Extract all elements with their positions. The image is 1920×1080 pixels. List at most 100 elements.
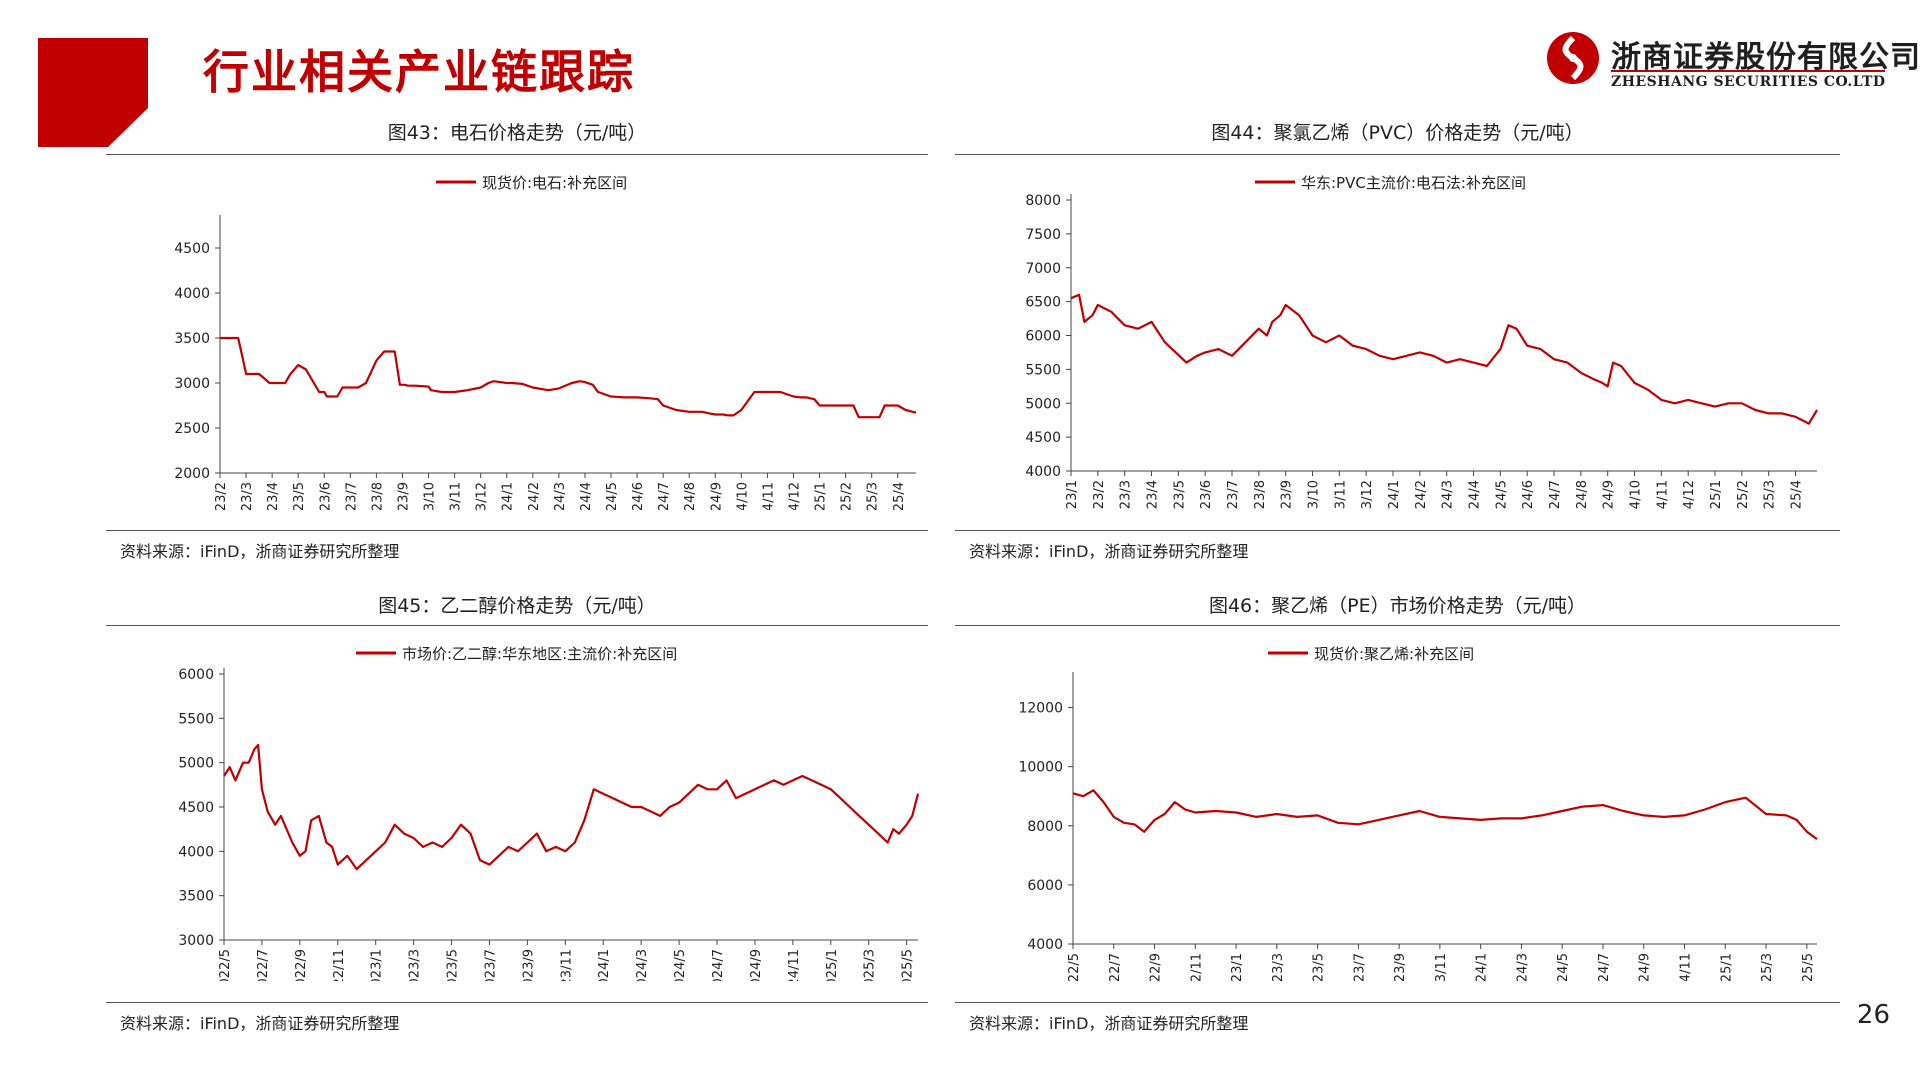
source-note: 资料来源：iFinD，浙商证券研究所整理 (969, 1014, 1249, 1033)
x-tick-label: 2024/12 (787, 482, 802, 510)
x-tick-label: 2023/5 (446, 949, 461, 981)
x-tick-label: 2024/4 (1468, 480, 1483, 510)
y-tick-label: 5500 (178, 711, 214, 727)
title-rule (106, 154, 928, 155)
x-tick-label: 2025/4 (1790, 480, 1805, 510)
x-tick-label: 2024/7 (711, 949, 726, 981)
x-tick-label: 2025/4 (892, 482, 907, 510)
x-tick-label: 2024/1 (1475, 953, 1490, 981)
x-tick-label: 2023/3 (240, 482, 255, 510)
x-tick-label: 2024/4 (579, 482, 594, 510)
x-tick-label: 2023/2 (214, 482, 229, 510)
x-tick-label: 2023/3 (408, 949, 423, 981)
y-tick-label: 4500 (178, 800, 214, 816)
y-tick-label: 8000 (1025, 193, 1061, 209)
y-tick-label: 3000 (174, 376, 210, 392)
page-title: 行业相关产业链跟踪 (203, 45, 635, 99)
chart-panel-43: 图43：电石价格走势（元/吨） 现货价:电石:补充区间 2000 2500 3000 3… (106, 120, 928, 561)
x-tick-label: 2023/11 (1333, 480, 1348, 510)
source-note: 资料来源：iFinD，浙商证券研究所整理 (969, 542, 1249, 561)
x-tick-label: 2024/11 (761, 482, 776, 510)
chart-ethylene-glycol: 市场价:乙二醇:华东地区:主流价:补充区间 3000 3500 4000 4500 500… (178, 645, 920, 981)
x-tick-label: 2022/5 (218, 949, 233, 981)
source-note: 资料来源：iFinD，浙商证券研究所整理 (120, 542, 400, 561)
x-tick-label: 2023/10 (1307, 480, 1322, 510)
y-tick-label: 5000 (1025, 396, 1061, 412)
y-tick-label: 12000 (1018, 701, 1063, 717)
x-tick-label: 2025/5 (901, 949, 916, 981)
x-tick-label: 2024/6 (1521, 480, 1536, 510)
x-tick-label: 2024/10 (735, 482, 750, 510)
zheshang-logo-icon (1547, 32, 1599, 84)
x-tick-label: 2024/8 (683, 482, 698, 510)
source-note: 资料来源：iFinD，浙商证券研究所整理 (120, 1014, 400, 1033)
y-tick-label: 7000 (1025, 261, 1061, 277)
x-tick-label: 2022/5 (1067, 953, 1082, 981)
x-tick-label: 2023/12 (1360, 480, 1375, 510)
chart-panel-46: 图46：聚乙烯（PE）市场价格走势（元/吨） 现货价:聚乙烯:补充区间 4000 6… (955, 593, 1840, 1033)
source-rule (955, 1002, 1840, 1003)
x-tick-label: 2023/11 (1434, 953, 1449, 981)
y-tick-label: 4000 (178, 844, 214, 860)
x-tick-label: 2024/12 (1682, 480, 1697, 510)
chart-polyethylene: 现货价:聚乙烯:补充区间 4000 6000 8000 10000 12000 2022/5… (1018, 645, 1818, 981)
y-tick-label: 6000 (1027, 878, 1063, 894)
chart-panel-45: 图45：乙二醇价格走势（元/吨） 市场价:乙二醇:华东地区:主流价:补充区间 30… (106, 593, 928, 1033)
logo-cn-text: 浙商证券股份有限公司 (1611, 40, 1920, 75)
x-tick-label: 2022/9 (294, 949, 309, 981)
x-tick-label: 2023/1 (370, 949, 385, 981)
figure-title: 图43：电石价格走势（元/吨） (387, 122, 647, 144)
chart-pvc: 华东:PVC主流价:电石法:补充区间 4000 4500 5000 5500 6000 65… (1025, 174, 1818, 510)
x-tick-label: 2023/9 (521, 949, 536, 981)
y-tick-label: 10000 (1018, 760, 1063, 776)
x-tick-label: 2023/2 (1092, 480, 1107, 510)
header-red-block (38, 38, 148, 147)
y-tick-label: 4000 (174, 286, 210, 302)
logo-en-text: ZHESHANG SECURITIES CO.LTD (1611, 74, 1886, 90)
x-tick-label: 2025/3 (1763, 480, 1778, 510)
company-logo: 浙商证券股份有限公司 ZHESHANG SECURITIES CO.LTD (1545, 30, 1920, 92)
x-tick-label: 2025/1 (1719, 953, 1734, 981)
y-tick-label: 5000 (178, 756, 214, 772)
x-tick-label: 2024/1 (1387, 480, 1402, 510)
x-tick-label: 2022/9 (1149, 953, 1164, 981)
y-tick-label: 4000 (1027, 937, 1063, 953)
legend-label: 华东:PVC主流价:电石法:补充区间 (1301, 174, 1526, 192)
x-tick-label: 2024/2 (1414, 480, 1429, 510)
x-tick-label: 2024/9 (1638, 953, 1653, 981)
x-tick-label: 2023/5 (1172, 480, 1187, 510)
x-tick-label: 2024/8 (1575, 480, 1590, 510)
x-tick-label: 2024/3 (1441, 480, 1456, 510)
chart-panel-44: 图44：聚氯乙烯（PVC）价格走势（元/吨） 华东:PVC主流价:电石法:补充区… (955, 120, 1840, 561)
x-tick-label: 2024/5 (673, 949, 688, 981)
y-tick-label: 6500 (1025, 295, 1061, 311)
series-line (223, 743, 920, 871)
x-tick-label: 2025/1 (814, 482, 829, 510)
x-tick-label: 2024/9 (709, 482, 724, 510)
y-tick-label: 4500 (174, 241, 210, 257)
y-tick-label: 5500 (1025, 362, 1061, 378)
title-rule (106, 625, 928, 626)
x-tick-label: 2024/7 (657, 482, 672, 510)
x-tick-label: 2023/11 (449, 482, 464, 510)
x-tick-label: 2025/3 (866, 482, 881, 510)
y-tick-label: 6000 (1025, 329, 1061, 345)
x-tick-label: 2023/7 (1352, 953, 1367, 981)
x-tick-label: 2022/11 (332, 949, 347, 981)
x-tick-label: 2023/7 (344, 482, 359, 510)
x-tick-label: 2025/3 (1760, 953, 1775, 981)
x-tick-label: 2023/4 (266, 482, 281, 510)
y-tick-label: 4500 (1025, 430, 1061, 446)
series-line (1072, 789, 1818, 840)
x-tick-label: 2024/5 (605, 482, 620, 510)
x-tick-label: 2024/10 (1629, 480, 1644, 510)
x-tick-label: 2024/2 (527, 482, 542, 510)
x-tick-label: 2024/3 (1515, 953, 1530, 981)
page-number: 26 (1856, 1000, 1890, 1030)
x-tick-label: 2023/5 (292, 482, 307, 510)
x-tick-label: 2023/1 (1230, 953, 1245, 981)
title-rule (955, 625, 1840, 626)
x-tick-label: 2023/8 (1253, 480, 1268, 510)
x-tick-label: 2025/5 (1801, 953, 1816, 981)
x-tick-label: 2023/9 (396, 482, 411, 510)
